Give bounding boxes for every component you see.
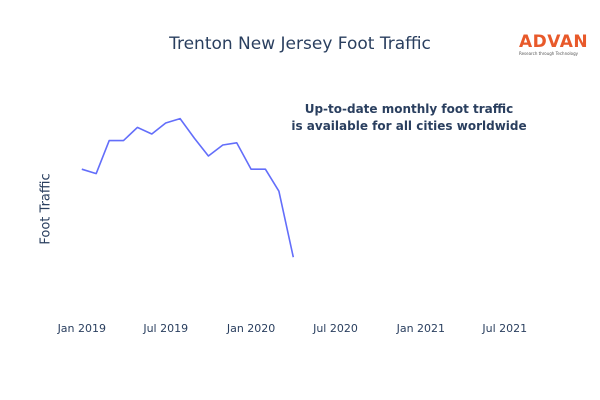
- x-tick-label: Jul 2019: [142, 322, 188, 335]
- advan-logo: ADVAN Research through Technology: [519, 32, 589, 56]
- chart-title: Trenton New Jersey Foot Traffic: [169, 34, 431, 54]
- series-line: [81, 117, 295, 258]
- logo-tagline: Research through Technology: [519, 51, 579, 56]
- x-tick-label: Jul 2020: [312, 322, 358, 335]
- x-tick-label: Jan 2021: [396, 322, 445, 335]
- annotation-line-2: is available for all cities worldwide: [291, 119, 527, 133]
- logo-wordmark: ADVAN: [519, 32, 589, 52]
- x-tick-label: Jul 2021: [481, 322, 527, 335]
- x-tick-label: Jan 2019: [57, 322, 106, 335]
- chart-annotation: Up-to-date monthly foot traffic is avail…: [280, 101, 538, 135]
- x-tick-label: Jan 2020: [226, 322, 275, 335]
- annotation-line-1: Up-to-date monthly foot traffic: [304, 102, 514, 116]
